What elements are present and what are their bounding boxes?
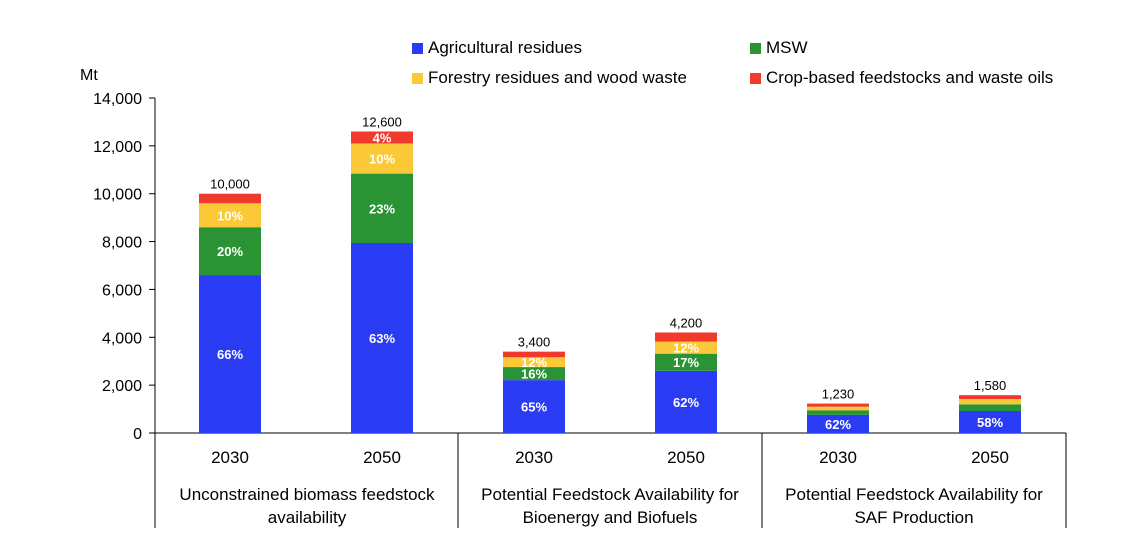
bar-total-label: 1,580 bbox=[974, 378, 1007, 393]
bar-segment-forestry-residues-and-wood-waste bbox=[503, 357, 565, 368]
y-tick-label: 14,000 bbox=[93, 91, 142, 108]
bar-segment-msw bbox=[807, 410, 869, 415]
bar-total-label: 10,000 bbox=[210, 177, 250, 192]
bar-segment-agricultural-residues bbox=[199, 275, 261, 433]
bar-segment-agricultural-residues bbox=[503, 380, 565, 433]
bar-segment-crop-based-feedstocks-and-waste-oils bbox=[807, 403, 869, 407]
x-category-label: 2030 bbox=[211, 448, 249, 467]
segment-percent-label: 12% bbox=[521, 355, 547, 370]
y-tick-label: 0 bbox=[133, 426, 142, 443]
y-tick-label: 12,000 bbox=[93, 139, 142, 156]
x-category-label: 2030 bbox=[819, 448, 857, 467]
y-tick-label: 2,000 bbox=[102, 378, 142, 395]
bar-segment-msw bbox=[959, 404, 1021, 411]
bar-segment-msw bbox=[351, 173, 413, 244]
group-label-saf-line2: SAF Production bbox=[854, 508, 974, 527]
labels-layer: 66% 20% 10% 10,000 2030 63% 23% 10% 4%12,600 2050… bbox=[210, 115, 1009, 468]
segment-percent-label: 4% bbox=[373, 130, 392, 145]
bar-segment-forestry-residues-and-wood-waste bbox=[959, 399, 1021, 405]
bar-segment-agricultural-residues bbox=[959, 410, 1021, 433]
legend-item-forestry-residues: Forestry residues and wood waste bbox=[412, 68, 687, 88]
segment-percent-label: 58% bbox=[977, 415, 1003, 430]
bar-total-label: 12,600 bbox=[362, 115, 402, 130]
legend-label-crop-based: Crop-based feedstocks and waste oils bbox=[766, 68, 1054, 87]
legend-item-agricultural-residues: Agricultural residues bbox=[412, 38, 582, 58]
segment-percent-label: 17% bbox=[673, 355, 699, 370]
bars-layer bbox=[199, 131, 1021, 433]
bar-total-label: 4,200 bbox=[670, 316, 703, 331]
group-label-unconstrained-line1: Unconstrained biomass feedstock bbox=[179, 485, 435, 504]
bar-segment-crop-based-feedstocks-and-waste-oils bbox=[503, 351, 565, 358]
legend: Agricultural residues MSW Forestry resid… bbox=[412, 38, 1112, 98]
x-category-label: 2030 bbox=[515, 448, 553, 467]
segment-percent-label: 62% bbox=[673, 395, 699, 410]
segment-percent-label: 12% bbox=[673, 341, 699, 356]
legend-swatch-agricultural-residues bbox=[412, 42, 423, 54]
bar-segment-msw bbox=[655, 353, 717, 371]
x-category-label: 2050 bbox=[667, 448, 705, 467]
segment-percent-label: 63% bbox=[369, 331, 395, 346]
bar-segment-forestry-residues-and-wood-waste bbox=[655, 341, 717, 354]
bar-segment-crop-based-feedstocks-and-waste-oils bbox=[959, 395, 1021, 400]
segment-percent-label: 16% bbox=[521, 367, 547, 382]
legend-swatch-msw bbox=[750, 42, 761, 54]
legend-label-msw: MSW bbox=[766, 38, 808, 57]
bar-segment-agricultural-residues bbox=[807, 414, 869, 433]
bar-segment-msw bbox=[503, 367, 565, 381]
y-tick-label: 4,000 bbox=[102, 330, 142, 347]
segment-percent-label: 20% bbox=[217, 244, 243, 259]
bar-total-label: 1,230 bbox=[822, 387, 855, 402]
group-label-bioenergy: Potential Feedstock Availability for Bio… bbox=[460, 483, 760, 529]
legend-swatch-forestry-residues bbox=[412, 72, 423, 84]
bar-segment-agricultural-residues bbox=[351, 243, 413, 433]
bar-segment-agricultural-residues bbox=[655, 370, 717, 433]
y-tick-label: 6,000 bbox=[102, 282, 142, 299]
legend-item-crop-based: Crop-based feedstocks and waste oils bbox=[750, 68, 1053, 88]
bar-segment-forestry-residues-and-wood-waste bbox=[807, 406, 869, 411]
bar-segment-forestry-residues-and-wood-waste bbox=[351, 143, 413, 174]
group-label-bioenergy-line2: Bioenergy and Biofuels bbox=[522, 508, 698, 527]
bar-segment-msw bbox=[199, 227, 261, 276]
y-axis-unit-label: Mt bbox=[80, 67, 98, 84]
bar-segment-crop-based-feedstocks-and-waste-oils bbox=[199, 193, 261, 204]
legend-item-msw: MSW bbox=[750, 38, 808, 58]
group-label-unconstrained: Unconstrained biomass feedstock availabi… bbox=[158, 483, 456, 529]
segment-percent-label: 10% bbox=[217, 208, 243, 223]
bar-segment-crop-based-feedstocks-and-waste-oils bbox=[351, 131, 413, 144]
segment-percent-label: 66% bbox=[217, 347, 243, 362]
bar-segment-forestry-residues-and-wood-waste bbox=[199, 203, 261, 228]
x-category-label: 2050 bbox=[971, 448, 1009, 467]
legend-label-agricultural-residues: Agricultural residues bbox=[428, 38, 583, 57]
bar-total-label: 3,400 bbox=[518, 335, 551, 350]
y-tick-label: 10,000 bbox=[93, 187, 142, 204]
segment-percent-label: 62% bbox=[825, 417, 851, 432]
group-label-saf-line1: Potential Feedstock Availability for bbox=[785, 485, 1043, 504]
axes: 0 2,000 4,000 6,000 8,000 10,000 12,000 14,000 bbox=[93, 91, 1067, 528]
group-label-bioenergy-line1: Potential Feedstock Availability for bbox=[481, 485, 739, 504]
group-label-saf: Potential Feedstock Availability for SAF… bbox=[764, 483, 1064, 529]
legend-label-forestry-residues: Forestry residues and wood waste bbox=[428, 68, 687, 87]
segment-percent-label: 65% bbox=[521, 400, 547, 415]
segment-percent-label: 23% bbox=[369, 201, 395, 216]
group-label-unconstrained-line2: availability bbox=[267, 508, 347, 527]
x-category-label: 2050 bbox=[363, 448, 401, 467]
y-tick-label: 8,000 bbox=[102, 235, 142, 252]
bar-segment-crop-based-feedstocks-and-waste-oils bbox=[655, 332, 717, 342]
segment-percent-label: 10% bbox=[369, 152, 395, 167]
legend-swatch-crop-based bbox=[750, 72, 761, 84]
